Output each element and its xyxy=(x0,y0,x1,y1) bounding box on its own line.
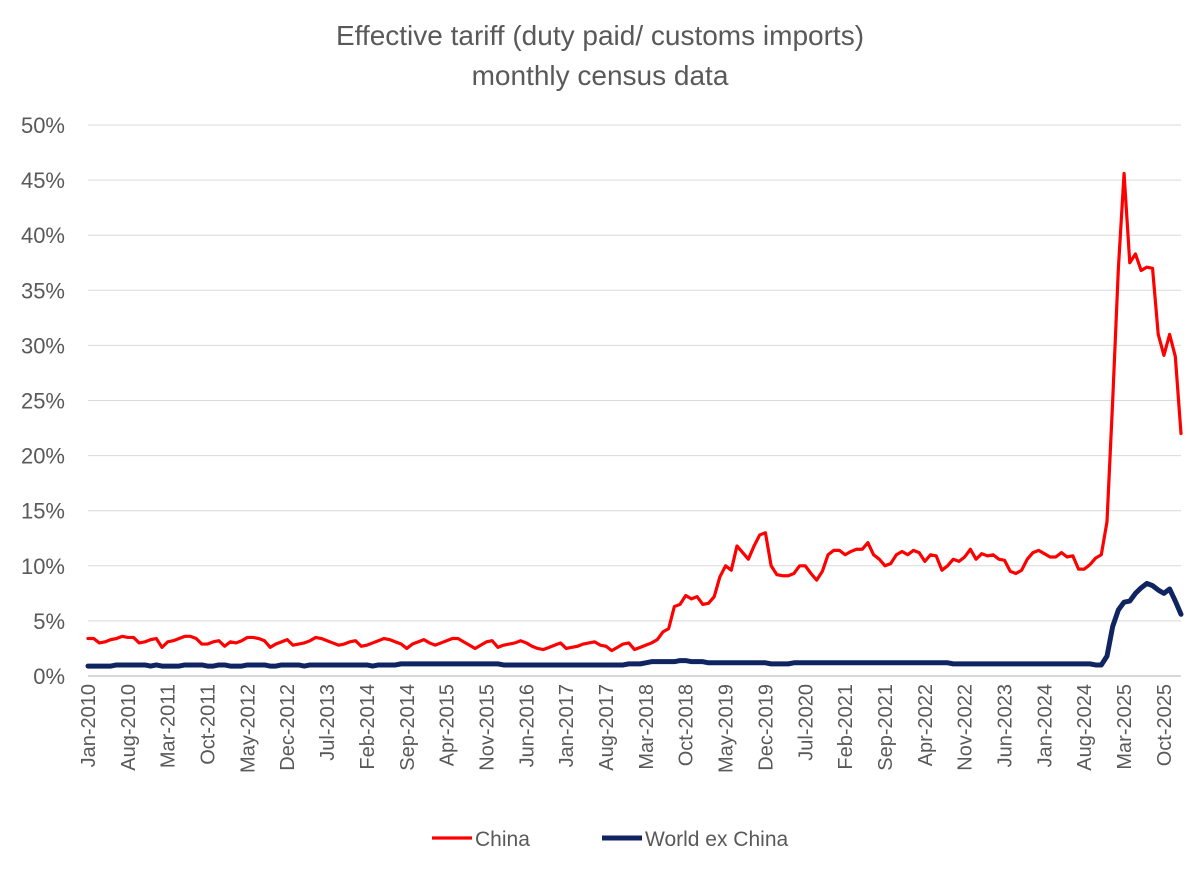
series-line-china xyxy=(86,171,1183,653)
x-tick-label: May-2019 xyxy=(716,684,738,773)
legend-label: World ex China xyxy=(645,828,788,851)
x-tick-label: May-2012 xyxy=(237,684,259,773)
x-tick-label: Jan-2017 xyxy=(556,684,578,767)
legend: China World ex China xyxy=(432,828,788,851)
x-tick-label: Dec-2019 xyxy=(755,684,777,771)
x-tick-label: Mar-2025 xyxy=(1114,684,1136,770)
x-tick-label: Apr-2015 xyxy=(437,684,459,766)
y-tick-label: 0% xyxy=(33,664,65,689)
x-tick-label: Aug-2010 xyxy=(118,684,140,771)
x-tick-label: Oct-2018 xyxy=(676,684,698,766)
x-tick-label: Mar-2018 xyxy=(636,684,658,770)
x-tick-label: Oct-2011 xyxy=(198,684,220,765)
x-tick-label: Apr-2022 xyxy=(915,684,937,766)
x-axis: Jan-2010 Aug-2010 Mar-2011 Oct-2011 May-2012… xyxy=(78,675,1181,773)
x-tick-label: Mar-2011 xyxy=(158,684,180,768)
series-lines xyxy=(85,171,1184,669)
x-tick-label: Jan-2010 xyxy=(78,684,100,767)
x-tick-label: Sep-2014 xyxy=(397,684,419,771)
x-tick-label: Jul-2013 xyxy=(317,684,339,761)
y-axis: 0% 5% 10% 15% 20% 25% 30% 35% 40% 45% 50% xyxy=(21,113,65,689)
y-tick-label: 25% xyxy=(21,389,65,414)
legend-label: China xyxy=(475,828,530,851)
y-tick-label: 20% xyxy=(21,444,65,469)
y-tick-label: 30% xyxy=(21,333,65,358)
x-tick-label: Aug-2024 xyxy=(1074,684,1096,771)
y-tick-label: 15% xyxy=(21,499,65,524)
x-tick-label: Jul-2020 xyxy=(795,684,817,761)
x-tick-label: Oct-2025 xyxy=(1154,684,1176,766)
x-tick-label: Aug-2017 xyxy=(596,684,618,771)
x-tick-label: Jun-2023 xyxy=(995,684,1017,767)
x-tick-label: Feb-2014 xyxy=(357,684,379,770)
series-line-world-ex-china xyxy=(85,580,1184,669)
x-tick-label: Nov-2022 xyxy=(955,684,977,771)
chart-title: Effective tariff (duty paid/ customs imp… xyxy=(335,20,865,51)
x-tick-label: Jun-2016 xyxy=(516,684,538,767)
x-tick-label: Sep-2021 xyxy=(875,684,897,771)
x-tick-label: Feb-2021 xyxy=(835,684,857,770)
gridlines xyxy=(88,124,1181,622)
x-tick-label: Nov-2015 xyxy=(476,684,498,771)
y-tick-label: 40% xyxy=(21,223,65,248)
y-tick-label: 50% xyxy=(21,113,65,138)
chart-subtitle: monthly census data xyxy=(471,60,729,91)
y-tick-label: 35% xyxy=(21,278,65,303)
y-tick-label: 45% xyxy=(21,168,65,193)
y-tick-label: 10% xyxy=(21,554,65,579)
x-tick-label: Dec-2012 xyxy=(277,684,299,771)
y-tick-label: 5% xyxy=(33,609,65,634)
x-tick-label: Jan-2024 xyxy=(1034,684,1056,767)
